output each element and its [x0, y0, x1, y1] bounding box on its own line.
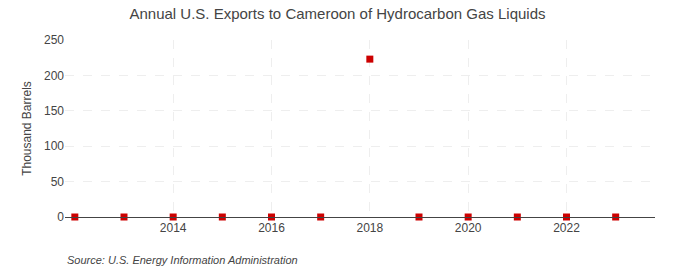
svg-text:0: 0 [57, 210, 64, 224]
svg-text:2020: 2020 [455, 221, 482, 235]
svg-text:Annual U.S. Exports to Cameroo: Annual U.S. Exports to Cameroon of Hydro… [129, 5, 545, 22]
svg-text:Thousand Barrels: Thousand Barrels [20, 81, 34, 176]
svg-text:2014: 2014 [160, 221, 187, 235]
svg-text:50: 50 [51, 175, 65, 189]
svg-text:200: 200 [44, 69, 64, 83]
svg-text:100: 100 [44, 139, 64, 153]
svg-text:2022: 2022 [553, 221, 580, 235]
svg-text:2018: 2018 [356, 221, 383, 235]
svg-text:2016: 2016 [258, 221, 285, 235]
svg-text:250: 250 [44, 33, 64, 47]
svg-text:Source: U.S. Energy Informatio: Source: U.S. Energy Information Administ… [67, 254, 298, 266]
svg-text:150: 150 [44, 104, 64, 118]
